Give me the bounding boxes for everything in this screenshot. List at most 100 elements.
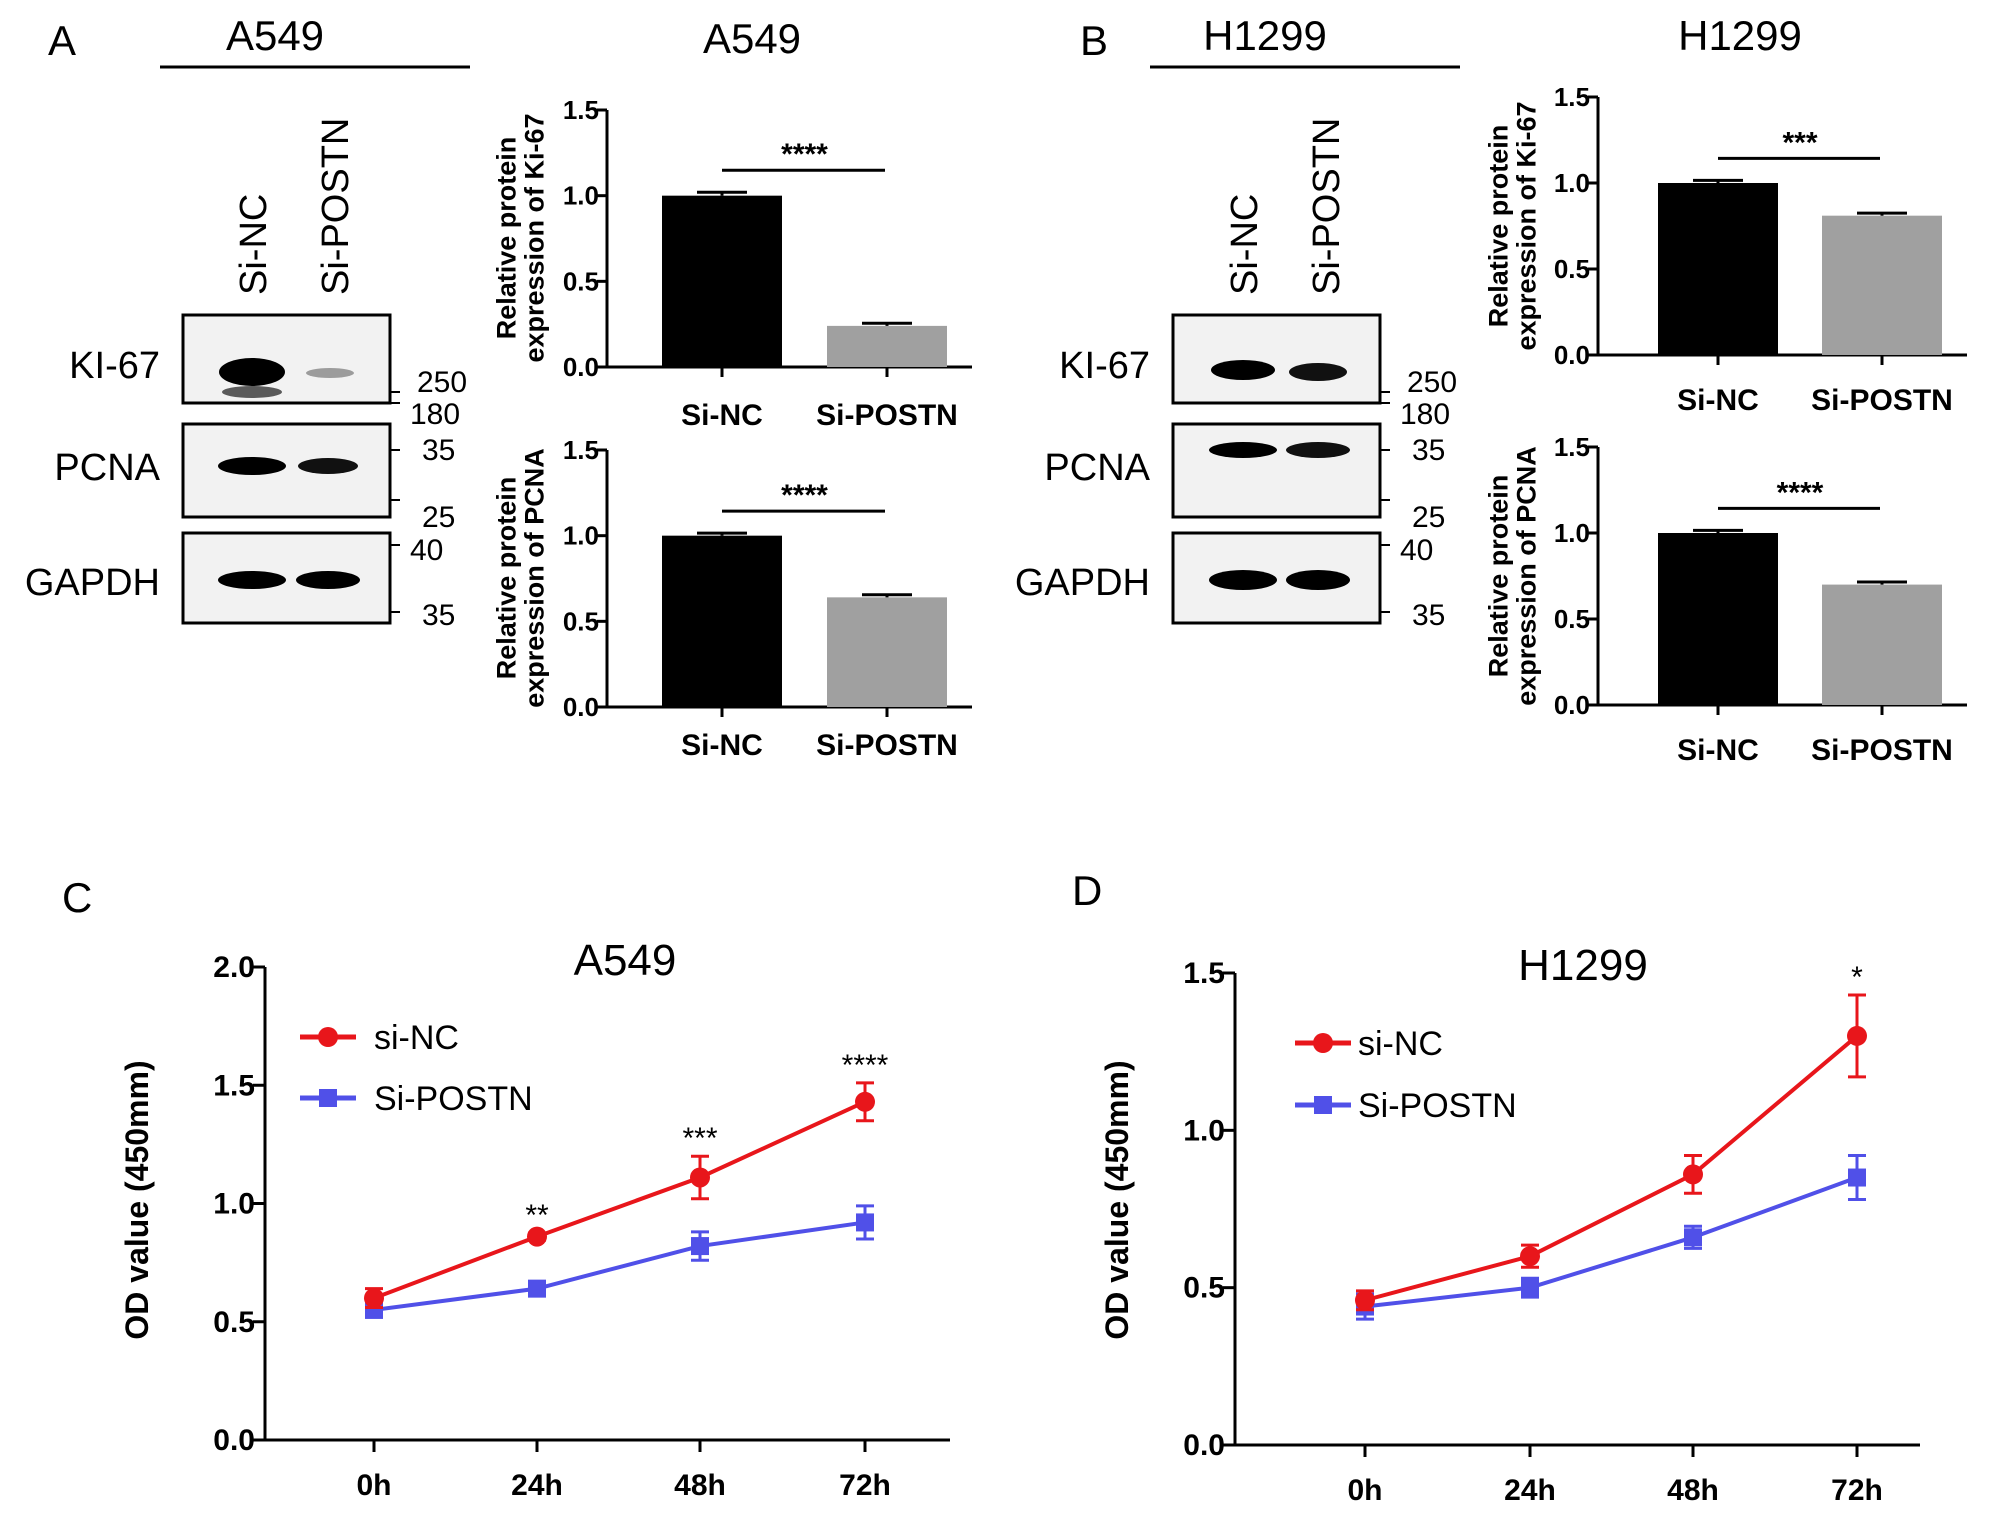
legend-marker [319, 1089, 337, 1107]
x-tick-label: 48h [1667, 1474, 1719, 1507]
blot-band [298, 458, 358, 474]
bar-si-nc [1658, 183, 1778, 355]
chart-title: A549 [703, 15, 801, 62]
blot-box-ki67 [1171, 313, 1382, 405]
y-tick-label: 1.0 [1183, 1114, 1225, 1147]
y-tick-label: 1.5 [563, 435, 599, 465]
legend-label: si-NC [1358, 1025, 1443, 1063]
blot-band [222, 386, 282, 398]
x-tick-label: Si-POSTN [816, 399, 958, 432]
legend-label: si-NC [374, 1019, 459, 1057]
significance-marker: *** [1782, 126, 1817, 159]
bar-si-nc [662, 195, 782, 367]
legend-label: Si-POSTN [374, 1080, 533, 1118]
blot-box-pcna [1171, 422, 1382, 519]
blot-band [1286, 442, 1350, 458]
series-line-si-postn [1364, 1175, 1858, 1309]
legend-marker [1314, 1096, 1332, 1114]
y-tick-label: 0.5 [563, 266, 599, 296]
blot-band [1286, 570, 1350, 590]
mw-marker-label: 40 [1400, 534, 1433, 567]
y-axis-label: Relative proteinexpression of Ki-67 [1483, 101, 1541, 350]
bar-si-postn [1822, 215, 1942, 355]
significance-marker: *** [682, 1122, 717, 1155]
significance-marker: ** [525, 1199, 549, 1232]
lane-label-si-nc: Si-NC [1224, 194, 1266, 295]
series-line-si-nc [373, 1099, 866, 1300]
x-tick-label: Si-POSTN [816, 729, 958, 762]
blot-band [1209, 442, 1277, 458]
y-tick-label: 1.0 [1554, 518, 1590, 548]
blot-row-label-gapdh: GAPDH [1015, 562, 1150, 604]
mw-marker-label: 180 [1400, 398, 1450, 431]
y-axis-label: Relative proteinexpression of PCNA [1483, 446, 1541, 706]
y-axis-label-line: Relative protein [491, 477, 521, 680]
x-tick-label: 0h [356, 1469, 391, 1502]
y-tick-label: 0.0 [1554, 340, 1590, 370]
significance-marker: **** [1777, 476, 1824, 509]
y-tick-label: 1.5 [563, 95, 599, 125]
x-tick-label: 24h [1504, 1474, 1556, 1507]
bar-chart-a549-ki67: A549 0.0 0.5 1.0 1.5 Si-NC Si-POSTN **** Relativ… [491, 15, 972, 432]
legend-label: Si-POSTN [1358, 1087, 1517, 1125]
y-axis-label: OD value (450mm) [1099, 1060, 1135, 1339]
blot-band [1211, 360, 1275, 380]
y-axis-label-line: expression of PCNA [1512, 446, 1542, 706]
y-tick-label: 2.0 [213, 951, 255, 984]
blot-row-label-ki67: KI-67 [69, 345, 160, 387]
bar-chart-a549-pcna: 0.0 0.5 1.0 1.5 Si-NC Si-POSTN **** Relative pr… [491, 435, 972, 762]
mw-marker-label: 250 [1407, 366, 1457, 399]
bar-si-nc [1658, 533, 1778, 705]
series-line-si-postn [373, 1220, 866, 1312]
y-tick-label: 1.0 [213, 1188, 255, 1221]
blot-row-label-gapdh: GAPDH [25, 562, 160, 604]
y-tick-label: 0.5 [213, 1306, 255, 1339]
y-tick-label: 1.0 [1554, 168, 1590, 198]
significance-marker: **** [781, 138, 828, 171]
mw-marker-label: 25 [1412, 501, 1445, 534]
x-tick-label: 72h [1831, 1474, 1883, 1507]
blot-band [1209, 570, 1277, 590]
y-tick-label: 1.5 [1183, 957, 1225, 990]
data-point-si-nc [1520, 1246, 1540, 1267]
bar-si-postn [827, 597, 947, 707]
legend-marker [318, 1027, 338, 1047]
x-tick-label: Si-NC [681, 729, 763, 762]
data-point-si-nc [527, 1226, 547, 1247]
panel-letter-b: B [1080, 17, 1108, 64]
x-tick-label: Si-NC [1677, 384, 1759, 417]
y-tick-label: 0.5 [1554, 254, 1590, 284]
x-tick-label: Si-NC [1677, 734, 1759, 767]
chart-title: A549 [574, 936, 677, 985]
y-tick-label: 1.5 [1554, 82, 1590, 112]
data-point-si-postn [1684, 1228, 1702, 1247]
panel-letter-c: C [62, 874, 92, 921]
data-point-si-nc [1683, 1164, 1703, 1185]
y-tick-label: 0.0 [1554, 690, 1590, 720]
data-point-si-postn [1521, 1278, 1539, 1297]
bar-si-postn [1822, 584, 1942, 705]
western-blot-h1299: H1299 Si-NC Si-POSTN KI-67 250 180 PCNA … [1015, 12, 1460, 632]
data-point-si-postn [528, 1279, 546, 1298]
significance-marker: **** [842, 1049, 889, 1082]
mw-marker-label: 180 [410, 398, 460, 431]
blot-cell-line-title: H1299 [1203, 12, 1327, 59]
legend-marker [1313, 1033, 1333, 1053]
y-tick-label: 0.0 [563, 692, 599, 722]
mw-marker-label: 35 [422, 434, 455, 467]
y-axis-label-line: Relative protein [1483, 475, 1513, 678]
significance-marker: **** [781, 479, 828, 512]
lane-label-si-postn: Si-POSTN [315, 118, 357, 295]
chart-title: H1299 [1518, 941, 1648, 990]
y-axis-label-line: expression of PCNA [520, 448, 550, 708]
y-tick-label: 0.0 [1183, 1429, 1225, 1462]
bar-si-nc [662, 535, 782, 707]
x-tick-label: 0h [1347, 1474, 1382, 1507]
blot-box-ki67 [181, 313, 392, 405]
x-tick-label: Si-POSTN [1811, 384, 1953, 417]
panel-letter-a: A [48, 17, 76, 64]
panel-letter-d: D [1072, 867, 1102, 914]
data-point-si-nc [1847, 1025, 1867, 1046]
x-tick-label: 48h [674, 1469, 726, 1502]
blot-band [1289, 363, 1347, 381]
